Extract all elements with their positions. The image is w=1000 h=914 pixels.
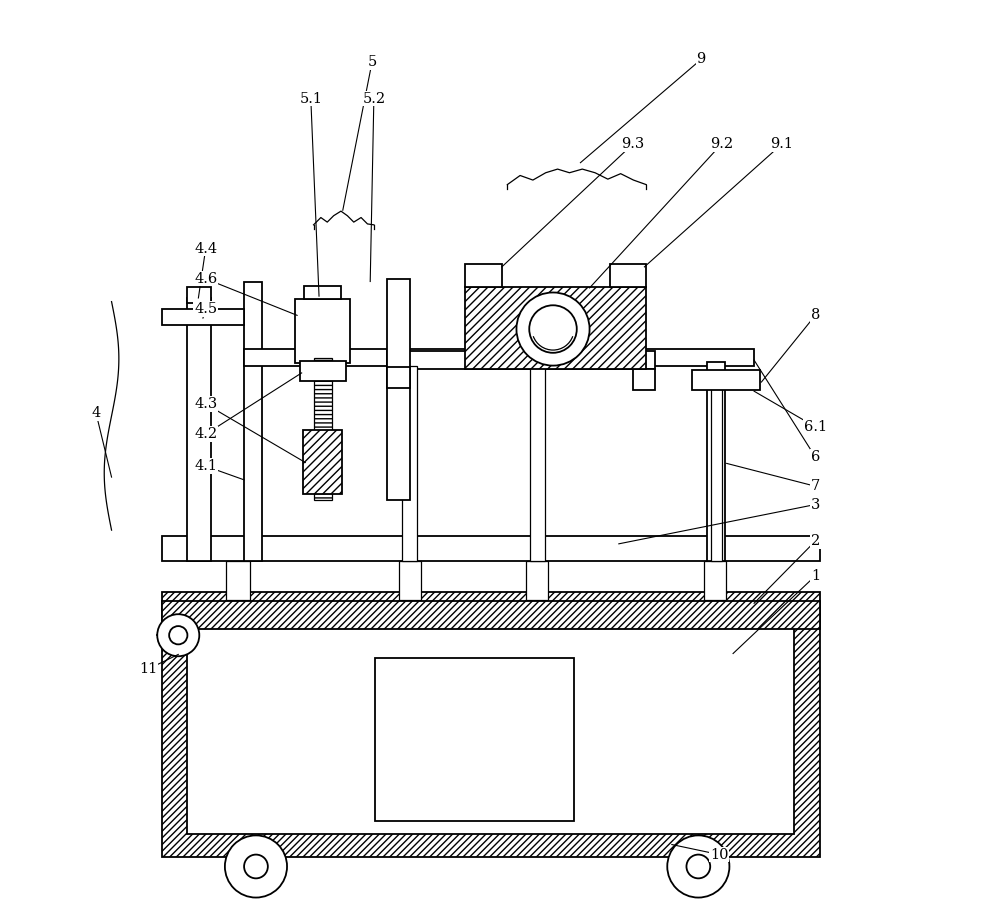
Text: 4: 4 xyxy=(91,406,101,420)
Circle shape xyxy=(225,835,287,898)
Bar xyxy=(187,298,211,561)
Bar xyxy=(304,286,341,299)
Bar xyxy=(465,264,502,287)
Circle shape xyxy=(529,305,577,353)
Text: 9.2: 9.2 xyxy=(710,137,733,152)
Text: 9: 9 xyxy=(696,52,706,67)
Text: 2: 2 xyxy=(811,534,820,548)
Bar xyxy=(187,287,211,303)
Bar xyxy=(610,264,646,287)
Text: 4.6: 4.6 xyxy=(194,271,217,286)
Text: 5.2: 5.2 xyxy=(362,91,385,106)
Bar xyxy=(711,374,722,561)
Circle shape xyxy=(686,855,710,878)
Bar xyxy=(303,430,342,494)
Text: 5.1: 5.1 xyxy=(299,91,322,106)
Text: 6.1: 6.1 xyxy=(804,420,827,434)
Bar xyxy=(399,561,421,600)
Bar xyxy=(162,309,244,325)
Text: 11: 11 xyxy=(139,662,157,676)
Text: 8: 8 xyxy=(811,308,820,323)
Text: 4.1: 4.1 xyxy=(194,459,217,473)
Bar xyxy=(244,349,754,366)
Text: 3: 3 xyxy=(811,497,820,512)
Circle shape xyxy=(244,855,268,878)
Text: 9.3: 9.3 xyxy=(621,137,644,152)
Text: 4.3: 4.3 xyxy=(194,397,217,411)
Circle shape xyxy=(169,626,187,644)
Bar xyxy=(633,369,655,390)
Bar xyxy=(704,561,726,600)
Bar xyxy=(162,601,820,629)
Bar xyxy=(314,358,332,500)
Bar xyxy=(692,370,760,390)
Bar xyxy=(295,299,350,363)
Bar xyxy=(387,367,410,388)
Text: 9.1: 9.1 xyxy=(770,137,793,152)
Bar xyxy=(387,279,410,500)
Bar xyxy=(300,361,346,381)
Bar xyxy=(707,362,725,561)
Circle shape xyxy=(157,614,199,656)
Bar xyxy=(187,622,794,834)
Text: 4.5: 4.5 xyxy=(194,302,217,316)
Text: 7: 7 xyxy=(811,479,820,494)
Text: 5: 5 xyxy=(367,55,377,69)
Text: 10: 10 xyxy=(710,847,729,862)
Bar xyxy=(387,351,655,369)
Bar xyxy=(244,282,262,561)
Circle shape xyxy=(516,292,590,366)
Text: 6: 6 xyxy=(811,450,820,464)
Bar xyxy=(162,536,820,561)
Bar xyxy=(375,658,574,821)
Bar xyxy=(402,366,417,561)
Bar xyxy=(465,287,646,369)
Bar xyxy=(226,561,250,600)
Text: 4.4: 4.4 xyxy=(194,241,217,256)
Text: 1: 1 xyxy=(811,569,820,583)
Bar xyxy=(526,561,548,600)
Text: 4.2: 4.2 xyxy=(194,427,217,441)
Circle shape xyxy=(667,835,729,898)
Bar xyxy=(530,366,545,561)
Bar xyxy=(162,592,820,857)
